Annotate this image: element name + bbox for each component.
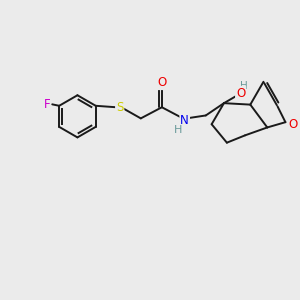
Text: O: O (236, 87, 245, 100)
Text: S: S (116, 101, 123, 114)
Text: F: F (44, 98, 50, 111)
Text: N: N (180, 114, 189, 127)
Text: O: O (157, 76, 167, 89)
Text: H: H (240, 81, 248, 91)
Text: H: H (173, 125, 182, 135)
Text: O: O (288, 118, 297, 131)
